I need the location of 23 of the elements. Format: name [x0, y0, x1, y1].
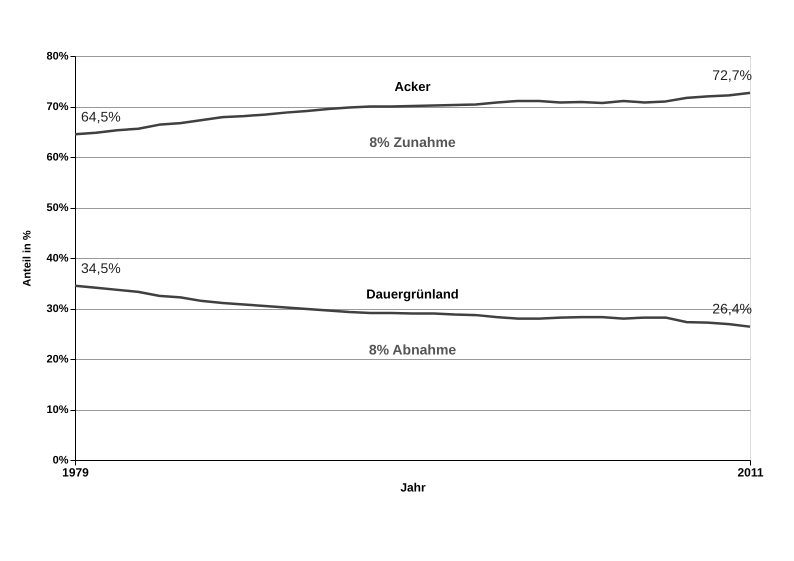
data-label: 72,7%: [712, 66, 752, 83]
y-tick-label: 50%: [46, 202, 69, 214]
x-tick-label: 2011: [737, 466, 764, 480]
series-label: Dauergrünland: [366, 286, 459, 302]
annotation: 8% Abnahme: [368, 342, 456, 358]
y-tick-label: 0%: [52, 454, 69, 466]
data-label: 26,4%: [712, 300, 752, 317]
y-tick-label: 30%: [46, 303, 69, 315]
annotation: 8% Zunahme: [369, 134, 456, 150]
y-tick-label: 70%: [46, 101, 69, 113]
y-axis-title: Anteil in %: [21, 230, 34, 287]
y-tick-label: 60%: [46, 152, 69, 164]
series-label: Acker: [394, 78, 431, 94]
line-series: [74, 92, 752, 136]
x-tick-label: 1979: [62, 466, 90, 480]
data-label: 34,5%: [81, 260, 121, 276]
y-tick-label: 40%: [46, 252, 69, 264]
y-tick-label: 10%: [46, 404, 69, 416]
y-tick-label: 20%: [46, 354, 69, 366]
x-axis-title: Jahr: [400, 480, 426, 494]
y-tick-label: 80%: [46, 50, 69, 62]
data-label: 64,5%: [81, 108, 121, 124]
line-series: [74, 284, 752, 328]
